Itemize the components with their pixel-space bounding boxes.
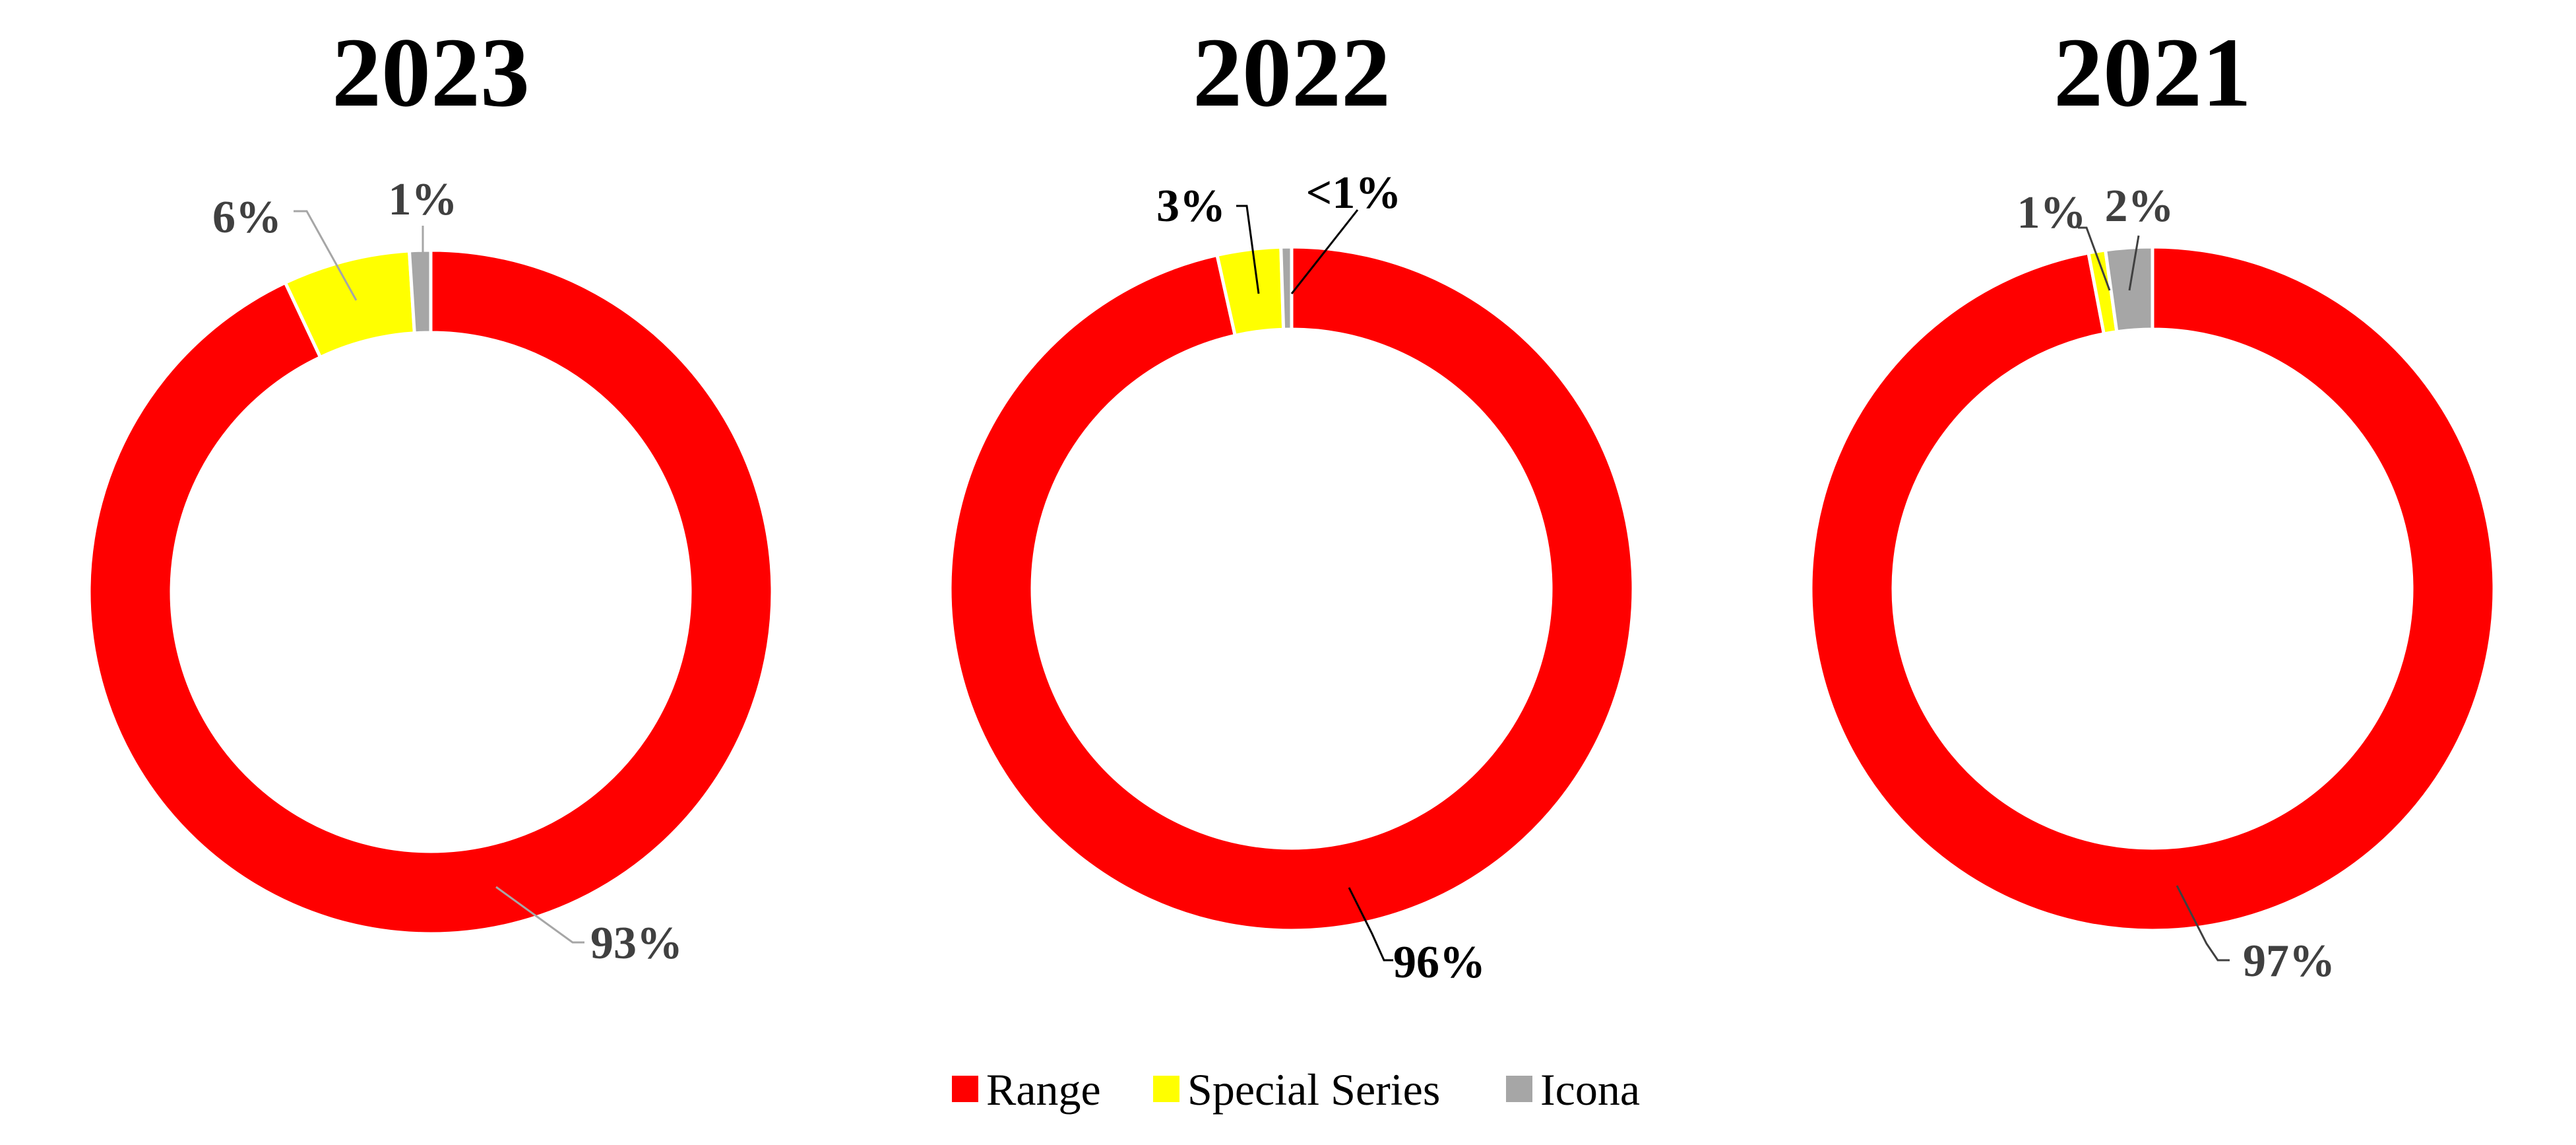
donut-chart-2021: 2021 97% 1% 2%	[1809, 18, 2496, 987]
data-label-range-2022: 96%	[1348, 887, 1486, 988]
legend-swatch-special-series	[1153, 1076, 1179, 1102]
data-label-range-2021: 97%	[2176, 885, 2335, 987]
slice-range-2021	[1809, 245, 2496, 932]
slice-range-2023	[87, 248, 774, 936]
legend-label-special-series: Special Series	[1187, 1064, 1440, 1115]
data-label-text: 96%	[1393, 937, 1486, 988]
data-label-text: 3%	[1156, 181, 1226, 232]
donut-chart-2022: 2022 96% 3% <1%	[948, 18, 1635, 988]
data-label-range-2023: 93%	[495, 886, 683, 969]
data-label-text: <1%	[1306, 168, 1402, 218]
data-label-special-series-2023: 6%	[212, 192, 358, 301]
data-label-text: 1%	[389, 174, 458, 225]
data-label-icona-2022: <1%	[1290, 168, 1402, 294]
legend-swatch-icona	[1506, 1076, 1532, 1102]
legend-item-range: Range	[952, 1064, 1101, 1115]
data-label-text: 1%	[2017, 187, 2087, 238]
legend: Range Special Series Icona	[952, 1064, 1640, 1115]
legend-swatch-range	[952, 1076, 978, 1102]
donut-chart-2023: 2023 93% 6% 1%	[87, 18, 774, 969]
slice-icona-2022	[1279, 245, 1294, 331]
chart-title-2021: 2021	[2054, 18, 2251, 127]
chart-title-2022: 2022	[1193, 18, 1391, 127]
data-label-text: 93%	[590, 918, 683, 969]
data-label-text: 97%	[2243, 936, 2335, 987]
legend-label-range: Range	[986, 1064, 1101, 1115]
data-label-text: 6%	[212, 192, 282, 243]
slice-icona-2023	[407, 248, 433, 335]
data-label-icona-2021: 2%	[2105, 181, 2174, 291]
data-label-text: 2%	[2105, 181, 2174, 232]
slice-range-2022	[948, 245, 1635, 932]
chart-title-2023: 2023	[332, 18, 530, 127]
data-label-icona-2023: 1%	[389, 174, 458, 254]
data-label-special-series-2021: 1%	[2017, 187, 2111, 291]
data-label-special-series-2022: 3%	[1156, 181, 1260, 294]
legend-label-icona: Icona	[1540, 1064, 1640, 1115]
legend-item-special-series: Special Series	[1153, 1064, 1440, 1115]
legend-item-icona: Icona	[1506, 1064, 1640, 1115]
